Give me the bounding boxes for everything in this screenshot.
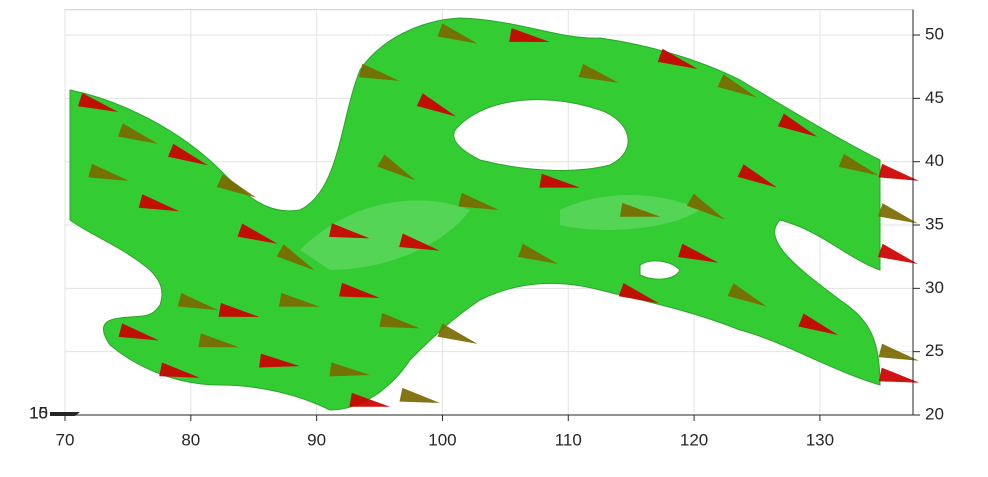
z-tick-label: 10 [29,403,48,422]
x-tick-label: 110 [555,430,582,449]
cone [686,193,725,220]
cone [727,283,767,307]
cones [77,23,920,407]
x-tick-label: 80 [181,430,200,449]
cone [878,343,919,361]
x-tick-label: 130 [806,430,834,449]
cone [416,93,457,117]
y-tick-label: 30 [925,278,944,297]
cone [509,28,550,42]
cone [278,292,320,307]
cone [539,173,580,188]
x-tick-label: 120 [680,430,708,449]
cone [878,367,920,383]
cone [138,194,180,212]
y-tick-label: 45 [925,88,944,107]
cone [437,323,478,344]
cone [878,163,919,181]
x-tick-label: 90 [307,430,326,449]
cone [578,63,619,83]
cone [177,292,219,311]
cone [159,362,200,378]
cone [798,313,839,335]
cone [717,74,757,98]
cone [88,163,129,181]
surface-highlight [300,195,700,270]
cone [678,243,719,263]
cone [737,164,777,188]
cone [838,153,879,176]
y-tick-label: 25 [925,341,944,360]
isosurface [69,17,881,411]
cone [118,323,159,341]
cone [276,244,315,271]
x-tick-label: 100 [428,430,456,449]
cone [358,63,400,81]
y-tick-label: 20 [925,404,944,423]
cone [117,123,158,144]
cone [349,392,390,407]
cone [518,243,559,265]
cone [198,333,240,348]
cone [329,223,370,239]
cone [657,48,698,69]
y-tick-label: 40 [925,151,944,170]
cone [339,282,380,298]
cone [216,174,257,198]
cone [619,202,661,217]
cone [437,23,478,44]
cone [77,92,119,112]
cone [399,387,441,404]
z-tick-label: 15 [29,403,48,422]
cone [259,353,300,368]
z-axis-stub [50,412,80,416]
cone [877,203,918,224]
cone [458,192,499,211]
y-tick-label: 35 [925,215,944,234]
cone [877,243,918,265]
cone [777,113,818,137]
cone [379,313,420,329]
cone [618,283,659,304]
cone [329,362,371,377]
cone [399,233,440,251]
cone [237,223,278,244]
cone [168,143,208,166]
y-tick-label: 50 [925,25,944,44]
cone [218,302,260,317]
x-tick-label: 70 [56,430,75,449]
cone [377,154,416,181]
